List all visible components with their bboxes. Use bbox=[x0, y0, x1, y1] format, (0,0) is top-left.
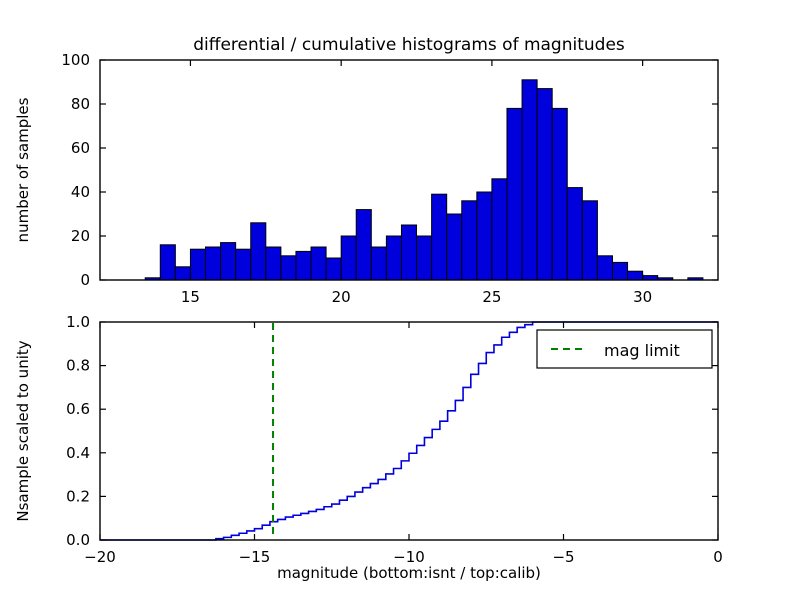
histogram-bar bbox=[341, 236, 356, 280]
bottom-ytick-label: 0.2 bbox=[66, 487, 90, 505]
bottom-ytick-label: 0.8 bbox=[66, 357, 90, 375]
bottom-ytick-label: 0.0 bbox=[66, 531, 90, 549]
histogram-bar bbox=[492, 179, 507, 280]
top-xtick-label: 25 bbox=[482, 288, 501, 306]
histogram-bar bbox=[597, 256, 612, 280]
bottom-ytick-label: 0.4 bbox=[66, 444, 90, 462]
shared-xlabel: magnitude (bottom:isnt / top:calib) bbox=[277, 564, 541, 582]
figure-canvas: differential / cumulative histograms of … bbox=[0, 0, 800, 600]
histogram-bar bbox=[251, 223, 266, 280]
histogram-bar bbox=[552, 108, 567, 280]
histogram-bar bbox=[582, 201, 597, 280]
histogram-bar bbox=[356, 210, 371, 280]
bottom-xtick-label: −20 bbox=[84, 548, 116, 566]
histogram-bar bbox=[612, 262, 627, 280]
histogram-bar bbox=[567, 188, 582, 280]
top-ytick-label: 0 bbox=[80, 271, 90, 289]
bottom-xtick-label: 0 bbox=[713, 548, 723, 566]
histogram-bar bbox=[236, 249, 251, 280]
histogram-bar bbox=[296, 251, 311, 280]
histogram-bar bbox=[537, 89, 552, 280]
histogram-bar bbox=[401, 225, 416, 280]
bottom-xtick-label: −15 bbox=[239, 548, 271, 566]
top-xtick-label: 20 bbox=[332, 288, 351, 306]
matplotlib-figure: differential / cumulative histograms of … bbox=[0, 0, 800, 600]
histogram-bar bbox=[522, 80, 537, 280]
top-ytick-label: 40 bbox=[71, 183, 90, 201]
bottom-ytick-label: 0.6 bbox=[66, 400, 90, 418]
histogram-bar bbox=[477, 192, 492, 280]
legend-label-mag-limit: mag limit bbox=[604, 341, 680, 360]
histogram-bar bbox=[447, 214, 462, 280]
histogram-bar bbox=[432, 194, 447, 280]
histogram-bar bbox=[462, 201, 477, 280]
histogram-bar bbox=[326, 258, 341, 280]
top-panel: 15 20 25 30 0 20 40 60 80 100 number of samples bbox=[14, 51, 718, 306]
bottom-ytick-label: 1.0 bbox=[66, 313, 90, 331]
histogram-bar bbox=[190, 249, 205, 280]
top-xtick-label: 30 bbox=[633, 288, 652, 306]
histogram-bar bbox=[221, 243, 236, 280]
histogram-bar bbox=[206, 247, 221, 280]
histogram-bar bbox=[281, 256, 296, 280]
top-ytick-label: 60 bbox=[71, 139, 90, 157]
histogram-bar bbox=[160, 245, 175, 280]
page-title: differential / cumulative histograms of … bbox=[193, 35, 625, 55]
histogram-bar bbox=[175, 267, 190, 280]
top-ytick-label: 80 bbox=[71, 95, 90, 113]
top-ytick-label: 100 bbox=[61, 51, 90, 69]
histogram-bar bbox=[311, 247, 326, 280]
top-ytick-label: 20 bbox=[71, 227, 90, 245]
histogram-bar bbox=[628, 271, 643, 280]
histogram-bar bbox=[371, 247, 386, 280]
histogram-bar bbox=[266, 247, 281, 280]
bottom-xtick-label: −5 bbox=[552, 548, 574, 566]
bottom-panel-ylabel: Nsample scaled to unity bbox=[14, 340, 32, 521]
histogram-bar bbox=[386, 236, 401, 280]
histogram-bar bbox=[417, 236, 432, 280]
histogram-bar bbox=[507, 108, 522, 280]
legend[interactable]: mag limit bbox=[537, 330, 712, 368]
top-xtick-label: 15 bbox=[181, 288, 200, 306]
top-panel-ylabel: number of samples bbox=[14, 97, 32, 242]
